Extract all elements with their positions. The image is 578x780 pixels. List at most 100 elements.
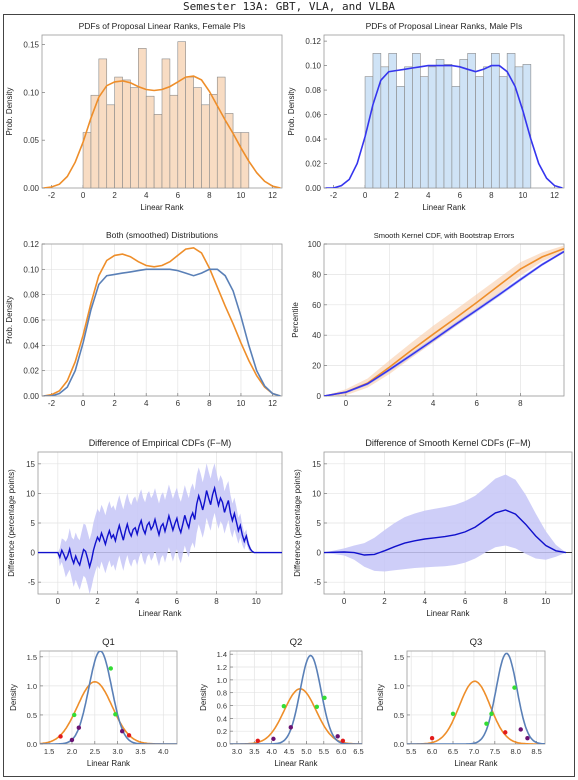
histogram-bar xyxy=(161,58,171,189)
x-axis-label: Linear Rank xyxy=(454,759,498,768)
critical-point-green xyxy=(322,695,327,701)
y-tick-label: 0.5 xyxy=(27,711,37,720)
chart-title: Q3 xyxy=(470,637,483,648)
y-axis-label: Prob. Density xyxy=(287,87,296,135)
x-tick-label: 6.5 xyxy=(448,747,458,756)
chart-title: Smooth Kernel CDF, with Bootstrap Errors xyxy=(374,231,515,240)
y-tick-label: 0.10 xyxy=(305,62,321,71)
histogram-bar xyxy=(153,114,163,189)
x-tick-label: 5.5 xyxy=(406,747,416,756)
histogram-bar xyxy=(106,104,115,189)
critical-point-green xyxy=(281,703,287,709)
density-line-female xyxy=(407,680,545,744)
critical-point-green xyxy=(314,704,320,709)
chart-kernel_diff: 0 2 4 6 8 10 -5 0 5 10 15 Difference of Smooth Kern… xyxy=(293,438,573,618)
histogram-bar xyxy=(427,66,437,189)
y-tick-label: 0.0 xyxy=(217,740,227,749)
critical-point-green xyxy=(450,711,456,716)
histogram-bar xyxy=(388,53,397,189)
critical-point-green xyxy=(512,685,517,690)
x-tick-label: 2 xyxy=(112,191,117,200)
critical-point-green xyxy=(108,666,113,671)
critical-point-purple xyxy=(69,737,75,743)
chart-both_smoothed: -2 0 2 4 6 8 10 12 0.00 0.02 0.04 0.06 0.08 0.10 0.12 B… xyxy=(5,230,283,408)
x-tick-label: 10 xyxy=(518,191,527,200)
y-tick-label: 0.0 xyxy=(394,740,404,749)
histogram-bar xyxy=(114,76,123,189)
x-tick-label: 10 xyxy=(236,399,245,408)
histogram-bar xyxy=(216,76,226,189)
y-tick-label: 100 xyxy=(308,240,322,249)
x-tick-label: 4 xyxy=(144,191,149,200)
y-tick-label: 1.5 xyxy=(27,653,37,662)
x-tick-label: 4 xyxy=(431,399,436,408)
y-tick-label: 0.06 xyxy=(23,316,39,325)
y-tick-label: 0.12 xyxy=(23,240,39,249)
histogram-bar xyxy=(459,59,468,189)
y-tick-label: 0 xyxy=(31,549,36,558)
y-tick-label: 15 xyxy=(312,460,321,469)
x-tick-label: 2 xyxy=(394,191,399,200)
y-tick-label: 0.00 xyxy=(23,392,39,401)
density-line-male xyxy=(40,651,177,744)
chart-title: Q2 xyxy=(290,637,303,648)
x-tick-label: 0 xyxy=(81,399,86,408)
y-tick-label: 0.04 xyxy=(305,135,321,144)
x-axis-label: Linear Rank xyxy=(426,609,470,618)
x-tick-label: 4 xyxy=(135,597,140,606)
x-tick-label: 6.0 xyxy=(336,747,346,756)
x-tick-label: 10 xyxy=(252,597,261,606)
critical-point-purple xyxy=(76,725,82,730)
histogram-bar xyxy=(138,48,147,189)
error-band-male xyxy=(324,250,564,396)
x-tick-label: 12 xyxy=(268,191,277,200)
histogram-bar xyxy=(122,79,131,189)
x-tick-label: 3.0 xyxy=(112,747,122,756)
x-axis-label: Linear Rank xyxy=(87,759,131,768)
histogram-bar xyxy=(451,86,461,189)
x-tick-label: 6.5 xyxy=(353,747,363,756)
chart-q1: 1.5 2.0 2.5 3.0 3.5 4.0 0.0 0.5 1.0 1.5 Q1 Linear R… xyxy=(9,637,178,768)
x-tick-label: 3.5 xyxy=(249,747,259,756)
x-tick-label: 8.0 xyxy=(511,747,521,756)
y-axis-label: Density xyxy=(9,684,18,711)
page-title: Semester 13A: GBT, VLA, and VLBA xyxy=(183,0,395,13)
critical-point-green xyxy=(72,712,77,718)
critical-point-red xyxy=(255,738,260,743)
density-line-male xyxy=(230,654,362,744)
x-tick-label: -2 xyxy=(48,399,56,408)
critical-point-purple xyxy=(120,729,125,734)
y-tick-label: 0.5 xyxy=(394,711,404,720)
y-tick-label: 10 xyxy=(26,489,35,498)
x-tick-label: 2 xyxy=(387,399,392,408)
y-axis-label: Percentile xyxy=(291,302,300,338)
y-tick-label: 0.08 xyxy=(23,291,39,300)
histogram-bar xyxy=(498,76,508,189)
y-tick-label: 1.0 xyxy=(27,682,37,691)
x-tick-label: 8 xyxy=(518,399,523,408)
y-tick-label: 1.2 xyxy=(217,663,227,672)
chart-title: PDFs of Proposal Linear Ranks, Female PI… xyxy=(79,21,246,31)
x-tick-label: 2.0 xyxy=(67,747,77,756)
series-line-female xyxy=(43,246,281,396)
y-axis-label: Difference (percentage points) xyxy=(293,469,302,577)
chart-title: Both (smoothed) Distributions xyxy=(106,230,218,240)
x-tick-label: 8 xyxy=(207,191,212,200)
plot-area-border xyxy=(229,650,363,745)
critical-point-green xyxy=(113,712,118,717)
x-tick-label: 8 xyxy=(214,597,219,606)
critical-point-red xyxy=(429,735,435,741)
y-tick-label: 0.10 xyxy=(23,88,39,97)
histogram-bar xyxy=(396,86,405,189)
x-tick-label: 6 xyxy=(463,597,468,606)
x-tick-label: 10 xyxy=(236,191,245,200)
x-tick-label: 12 xyxy=(550,191,559,200)
y-tick-label: 0 xyxy=(317,392,322,401)
chart-q2: 3.0 3.5 4.0 4.5 5.0 5.5 6.0 6.5 0.0 0.2 0.4 0.6 0.8 1… xyxy=(199,637,364,768)
y-tick-label: 20 xyxy=(312,362,321,371)
critical-point-red xyxy=(503,730,508,735)
y-tick-label: 0.4 xyxy=(217,714,227,723)
x-axis-label: Linear Rank xyxy=(274,759,318,768)
x-tick-label: 0 xyxy=(363,191,368,200)
